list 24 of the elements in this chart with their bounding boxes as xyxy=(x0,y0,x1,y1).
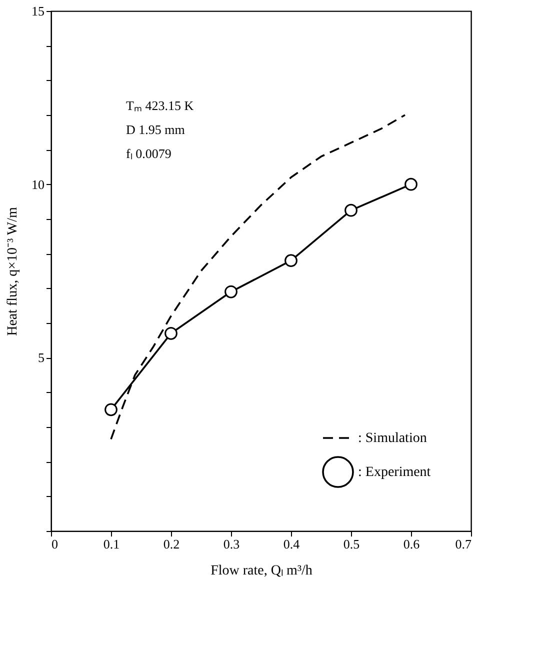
x-tick-label: 0.7 xyxy=(455,536,472,552)
annotation: Tₘ 423.15 K xyxy=(126,98,194,113)
annotation: fₗ 0.0079 xyxy=(126,146,172,161)
x-tick-label: 0.4 xyxy=(283,536,300,552)
y-tick-label: 15 xyxy=(32,4,44,18)
y-tick-label: 10 xyxy=(32,176,44,192)
point xyxy=(284,254,298,268)
x-tick-label: 0.1 xyxy=(103,536,120,552)
point xyxy=(164,326,178,340)
point xyxy=(224,285,238,298)
x-tick-label: 0 xyxy=(52,536,58,552)
x-tick-label: 0.5 xyxy=(343,536,360,552)
x-tick-label: 0.6 xyxy=(403,536,420,552)
point xyxy=(104,403,118,416)
legend-label: : Simulation xyxy=(358,431,427,446)
point xyxy=(404,178,418,191)
y-tick-label: 5 xyxy=(38,350,44,366)
legend-label: : Experiment xyxy=(358,465,431,480)
x-tick-label: 0.3 xyxy=(223,536,240,552)
annotation: D 1.95 mm xyxy=(126,122,185,137)
x-axis-title: Flow rate, Qₗ m³/h xyxy=(210,564,312,578)
y-axis-title: Heat flux, q×10⁻³ W/m xyxy=(6,206,20,336)
point xyxy=(344,204,358,217)
x-tick-label: 0.2 xyxy=(163,536,180,552)
